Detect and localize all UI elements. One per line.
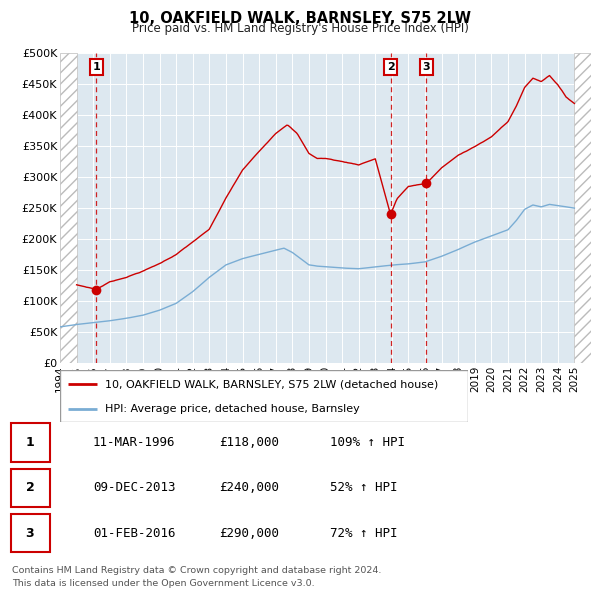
Text: 2: 2 [26, 481, 34, 494]
Bar [574, 53, 591, 363]
Text: 109% ↑ HPI: 109% ↑ HPI [330, 436, 405, 449]
Text: 2: 2 [386, 62, 394, 72]
Text: 52% ↑ HPI: 52% ↑ HPI [330, 481, 398, 494]
Text: 09-DEC-2013: 09-DEC-2013 [93, 481, 176, 494]
Bar [60, 53, 77, 363]
Text: 01-FEB-2016: 01-FEB-2016 [93, 527, 176, 540]
Text: This data is licensed under the Open Government Licence v3.0.: This data is licensed under the Open Gov… [12, 579, 314, 588]
Bar [60, 53, 77, 363]
Text: 11-MAR-1996: 11-MAR-1996 [93, 436, 176, 449]
Text: 10, OAKFIELD WALK, BARNSLEY, S75 2LW: 10, OAKFIELD WALK, BARNSLEY, S75 2LW [129, 11, 471, 25]
Text: Contains HM Land Registry data © Crown copyright and database right 2024.: Contains HM Land Registry data © Crown c… [12, 566, 382, 575]
Text: HPI: Average price, detached house, Barnsley: HPI: Average price, detached house, Barn… [105, 404, 359, 414]
Text: 1: 1 [92, 62, 100, 72]
Text: 3: 3 [422, 62, 430, 72]
Text: £290,000: £290,000 [219, 527, 279, 540]
Text: £118,000: £118,000 [219, 436, 279, 449]
Bar [574, 53, 591, 363]
Text: 72% ↑ HPI: 72% ↑ HPI [330, 527, 398, 540]
Text: 1: 1 [26, 436, 34, 449]
FancyBboxPatch shape [60, 370, 468, 422]
Text: 3: 3 [26, 527, 34, 540]
Text: £240,000: £240,000 [219, 481, 279, 494]
Text: 10, OAKFIELD WALK, BARNSLEY, S75 2LW (detached house): 10, OAKFIELD WALK, BARNSLEY, S75 2LW (de… [105, 379, 438, 389]
Text: Price paid vs. HM Land Registry's House Price Index (HPI): Price paid vs. HM Land Registry's House … [131, 22, 469, 35]
